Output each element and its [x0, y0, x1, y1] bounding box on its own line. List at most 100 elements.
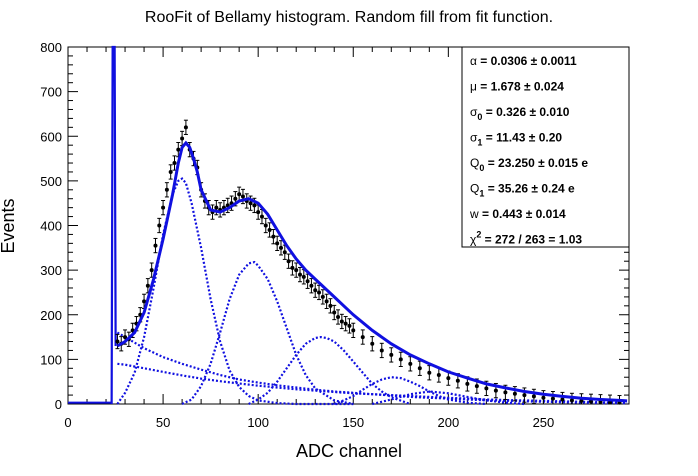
stats-line: α = 0.0306 ± 0.0011 — [470, 54, 577, 68]
data-point — [474, 384, 479, 389]
stats-symbol: Q — [470, 156, 479, 170]
data-point — [398, 357, 403, 362]
data-point — [332, 310, 337, 315]
data-point — [168, 169, 173, 174]
stats-subscript: 1 — [477, 138, 482, 148]
data-point — [115, 339, 120, 344]
data-point — [351, 328, 356, 333]
stats-value: = 272 / 263 = 1.03 — [481, 233, 582, 247]
data-point — [123, 335, 128, 340]
component-1-curve — [116, 177, 354, 406]
stats-value: = 23.250 ± 0.015 e — [484, 156, 588, 170]
data-point — [343, 321, 348, 326]
data-point — [157, 223, 162, 228]
data-point — [313, 288, 318, 293]
component-2-curve — [181, 260, 354, 406]
data-point — [278, 245, 283, 250]
data-point — [172, 161, 177, 166]
data-point — [446, 376, 451, 381]
data-point — [275, 241, 280, 246]
data-point — [522, 393, 527, 398]
chart-title: RooFit of Bellamy histogram. Random fill… — [145, 9, 553, 26]
data-point — [379, 348, 384, 353]
data-point — [214, 205, 219, 210]
data-point — [484, 386, 489, 391]
data-point — [493, 388, 498, 393]
stats-value: = 0.0306 ± 0.0011 — [477, 54, 577, 68]
stats-line: w = 0.443 ± 0.014 — [469, 207, 566, 221]
total-fit-curve — [116, 140, 628, 403]
y-tick-label: 100 — [40, 352, 62, 367]
data-point — [309, 283, 314, 288]
data-point — [301, 274, 306, 279]
data-point — [149, 268, 154, 273]
data-point — [328, 303, 333, 308]
x-tick-label: 250 — [533, 415, 555, 430]
data-point — [408, 361, 413, 366]
stats-subscript: 0 — [477, 112, 482, 122]
stats-symbol: χ — [470, 233, 477, 247]
y-tick-label: 300 — [40, 263, 62, 278]
stats-line: σ0 = 0.326 ± 0.010 — [470, 105, 570, 122]
data-point — [579, 398, 584, 403]
y-tick-label: 800 — [40, 40, 62, 55]
data-point — [142, 299, 147, 304]
data-point — [176, 147, 181, 152]
data-point — [282, 250, 287, 255]
stats-symbol: μ — [470, 80, 477, 94]
x-axis-label: ADC channel — [296, 441, 402, 461]
data-point — [370, 341, 375, 346]
y-tick-label: 500 — [40, 174, 62, 189]
y-tick-label: 400 — [40, 219, 62, 234]
data-point — [290, 265, 295, 270]
data-point — [286, 259, 291, 264]
stats-line: σ1 = 11.43 ± 0.20 — [470, 131, 562, 148]
stats-symbol: σ — [470, 131, 478, 145]
data-point — [417, 366, 422, 371]
stats-value: = 35.26 ± 0.24 e — [484, 182, 575, 196]
data-point — [531, 394, 536, 399]
data-point — [153, 243, 158, 248]
stats-value: = 0.443 ± 0.014 — [479, 207, 566, 221]
stats-line: Q1 = 35.26 ± 0.24 e — [470, 182, 575, 199]
stats-symbol: σ — [470, 105, 478, 119]
data-point — [298, 272, 303, 277]
y-axis-label: Events — [0, 198, 18, 253]
data-point — [252, 203, 257, 208]
stats-value: = 0.326 ± 0.010 — [482, 105, 569, 119]
data-point — [336, 314, 341, 319]
data-point — [248, 201, 253, 206]
data-point — [237, 192, 242, 197]
pedestal-spike — [110, 45, 117, 405]
y-tick-label: 600 — [40, 129, 62, 144]
data-point — [317, 290, 322, 295]
y-tick-label: 200 — [40, 308, 62, 323]
data-point — [164, 187, 169, 192]
stats-symbol: α — [470, 54, 477, 68]
stats-line: Q0 = 23.250 ± 0.015 e — [470, 156, 588, 173]
data-point — [465, 381, 470, 386]
stats-line: μ = 1.678 ± 0.024 — [470, 80, 564, 94]
x-tick-label: 200 — [437, 415, 459, 430]
stats-subscript: 1 — [479, 189, 484, 199]
stats-subscript: 0 — [479, 163, 484, 173]
component-5-curve — [372, 390, 525, 406]
stats-symbol: w — [469, 207, 479, 221]
x-tick-label: 0 — [64, 415, 71, 430]
data-point — [550, 396, 555, 401]
data-point — [267, 227, 272, 232]
data-point — [305, 279, 310, 284]
data-point — [271, 234, 276, 239]
data-point — [541, 395, 546, 400]
data-point — [240, 194, 245, 199]
component-3-curve — [248, 335, 411, 406]
stats-value: = 11.43 ± 0.20 — [482, 131, 562, 145]
data-point — [263, 223, 268, 228]
y-tick-label: 0 — [55, 397, 62, 412]
stats-symbol: Q — [470, 182, 479, 196]
data-point — [145, 283, 150, 288]
stats-value: = 1.678 ± 0.024 — [477, 80, 564, 94]
data-point — [347, 323, 352, 328]
data-point — [503, 390, 508, 395]
